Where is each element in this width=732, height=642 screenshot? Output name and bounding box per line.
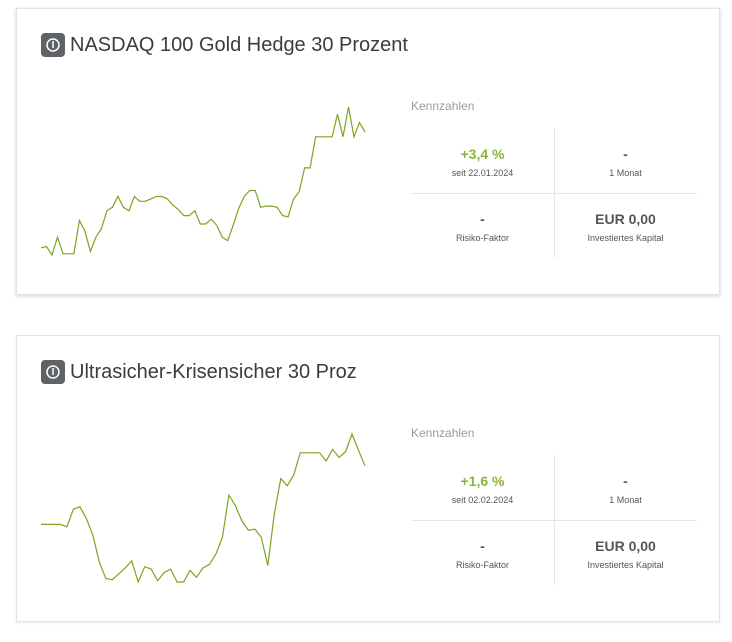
- grid-divider-horizontal: [411, 193, 697, 194]
- risk-label: Risiko-Faktor: [455, 560, 509, 570]
- metric-period: - 1 Monat: [554, 128, 697, 193]
- capital-value: EUR 0,00: [595, 538, 656, 554]
- performance-line: [40, 106, 366, 257]
- capital-value: EUR 0,00: [595, 211, 656, 227]
- metric-performance: +1,6 % seit 02.02.2024: [411, 455, 554, 520]
- portfolio-card-nasdaq[interactable]: NASDAQ 100 Gold Hedge 30 Prozent Kennzah…: [16, 8, 720, 295]
- period-label: 1 Monat: [609, 168, 642, 178]
- metrics-grid: +3,4 % seit 22.01.2024 - 1 Monat - Risik…: [411, 128, 697, 258]
- performance-chart: [40, 106, 366, 257]
- metrics-label: Kennzahlen: [411, 426, 475, 440]
- performance-since-label: seit 22.01.2024: [451, 168, 514, 178]
- metric-capital: EUR 0,00 Investiertes Kapital: [554, 193, 697, 258]
- portfolio-card-ultrasicher[interactable]: Ultrasicher-Krisensicher 30 Proz Kennzah…: [16, 335, 720, 622]
- risk-label: Risiko-Faktor: [455, 233, 509, 243]
- performance-since-label: seit 02.02.2024: [451, 495, 514, 505]
- metric-risk: - Risiko-Faktor: [411, 193, 554, 258]
- metric-capital: EUR 0,00 Investiertes Kapital: [554, 520, 697, 585]
- performance-line: [41, 432, 366, 584]
- performance-value: +3,4 %: [460, 146, 505, 162]
- performance-value: +1,6 %: [460, 473, 505, 489]
- risk-value: -: [480, 211, 485, 227]
- grid-divider-horizontal: [411, 520, 697, 521]
- metrics-label: Kennzahlen: [411, 99, 475, 113]
- card-header: Ultrasicher-Krisensicher 30 Proz: [41, 358, 357, 386]
- metrics-grid: +1,6 % seit 02.02.2024 - 1 Monat - Risik…: [411, 455, 697, 585]
- power-icon: [41, 360, 65, 384]
- metric-period: - 1 Monat: [554, 455, 697, 520]
- portfolio-title[interactable]: Ultrasicher-Krisensicher 30 Proz: [70, 360, 357, 383]
- risk-value: -: [480, 538, 485, 554]
- metric-risk: - Risiko-Faktor: [411, 520, 554, 585]
- card-header: NASDAQ 100 Gold Hedge 30 Prozent: [41, 31, 408, 59]
- portfolio-title[interactable]: NASDAQ 100 Gold Hedge 30 Prozent: [70, 33, 408, 56]
- period-label: 1 Monat: [609, 495, 642, 505]
- period-value: -: [623, 473, 628, 489]
- period-value: -: [623, 146, 628, 162]
- power-icon: [41, 33, 65, 57]
- performance-chart: [41, 432, 366, 584]
- capital-label: Investiertes Kapital: [587, 560, 664, 570]
- capital-label: Investiertes Kapital: [587, 233, 664, 243]
- metric-performance: +3,4 % seit 22.01.2024: [411, 128, 554, 193]
